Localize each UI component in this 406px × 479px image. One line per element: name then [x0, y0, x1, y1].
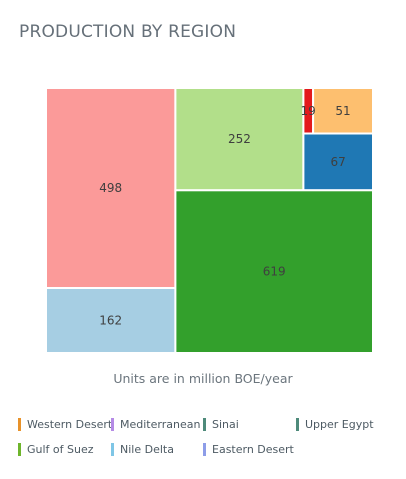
- chart-title: PRODUCTION BY REGION: [19, 22, 237, 42]
- legend-label: Upper Egypt: [305, 418, 374, 431]
- legend-label: Mediterranean: [120, 418, 201, 431]
- legend-item-western-desert[interactable]: Western Desert: [18, 417, 113, 432]
- treemap-label-upper-egypt: 51: [335, 104, 350, 118]
- legend-item-gulf-of-suez[interactable]: Gulf of Suez: [18, 442, 94, 457]
- legend-swatch: [18, 442, 21, 456]
- treemap-label-eastern-desert: 19: [301, 104, 316, 118]
- treemap-label-mediterranean: 498: [99, 181, 122, 195]
- legend-label: Western Desert: [27, 418, 113, 431]
- treemap-cell-nile-delta[interactable]: [45, 287, 177, 354]
- legend-swatch: [18, 417, 21, 431]
- legend-item-eastern-desert[interactable]: Eastern Desert: [203, 442, 294, 457]
- legend-label: Sinai: [212, 418, 239, 431]
- units-footnote: Units are in million BOE/year: [113, 371, 293, 386]
- legend: Western Desert Mediterranean Sinai Upper…: [18, 417, 398, 462]
- treemap-label-gulf-of-suez: 619: [263, 265, 286, 279]
- legend-item-sinai[interactable]: Sinai: [203, 417, 239, 432]
- treemap-label-sinai: 67: [331, 155, 346, 169]
- legend-label: Gulf of Suez: [27, 443, 94, 456]
- treemap-label-nile-delta: 162: [99, 314, 122, 328]
- treemap-cell-upper-egypt[interactable]: [312, 87, 375, 135]
- treemap-label-western-desert: 252: [228, 132, 251, 146]
- legend-item-mediterranean[interactable]: Mediterranean: [111, 417, 201, 432]
- legend-swatch: [203, 417, 206, 431]
- legend-swatch: [203, 442, 206, 456]
- legend-label: Nile Delta: [120, 443, 174, 456]
- legend-item-nile-delta[interactable]: Nile Delta: [111, 442, 174, 457]
- legend-label: Eastern Desert: [212, 443, 294, 456]
- legend-swatch: [111, 417, 114, 431]
- legend-swatch: [111, 442, 114, 456]
- legend-item-upper-egypt[interactable]: Upper Egypt: [296, 417, 374, 432]
- legend-swatch: [296, 417, 299, 431]
- treemap-cell-gulf-of-suez[interactable]: [174, 189, 374, 354]
